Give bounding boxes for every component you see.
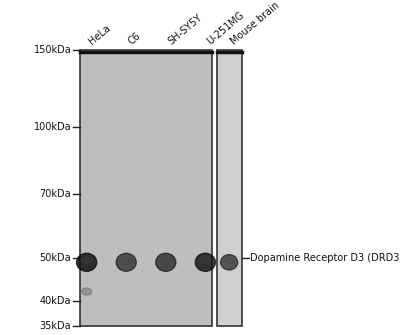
Ellipse shape xyxy=(199,257,212,264)
Text: HeLa: HeLa xyxy=(87,23,112,47)
Text: 40kDa: 40kDa xyxy=(40,296,71,306)
Ellipse shape xyxy=(156,253,176,271)
Bar xyxy=(80,50,212,326)
Text: 70kDa: 70kDa xyxy=(40,190,71,199)
Text: Mouse brain: Mouse brain xyxy=(229,0,282,47)
Bar xyxy=(216,50,242,326)
Text: U-251MG: U-251MG xyxy=(205,10,246,47)
Ellipse shape xyxy=(76,253,97,271)
Text: Dopamine Receptor D3 (DRD3): Dopamine Receptor D3 (DRD3) xyxy=(250,254,400,263)
Ellipse shape xyxy=(220,255,238,270)
Ellipse shape xyxy=(82,288,92,295)
Text: C6: C6 xyxy=(126,31,142,47)
Text: 35kDa: 35kDa xyxy=(40,321,71,331)
Text: 100kDa: 100kDa xyxy=(34,122,71,132)
Ellipse shape xyxy=(116,253,136,271)
Text: 150kDa: 150kDa xyxy=(34,45,71,55)
Ellipse shape xyxy=(80,257,93,264)
Ellipse shape xyxy=(195,253,216,271)
Text: SH-SY5Y: SH-SY5Y xyxy=(166,12,204,47)
Ellipse shape xyxy=(120,257,132,264)
Ellipse shape xyxy=(160,257,172,264)
Text: 50kDa: 50kDa xyxy=(40,254,71,263)
Ellipse shape xyxy=(224,258,234,263)
